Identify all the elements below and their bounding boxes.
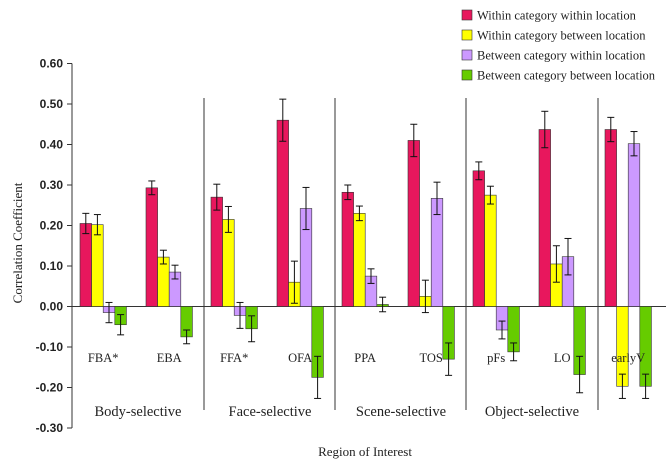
bar — [210, 196, 223, 307]
y-axis-title: Correlation Coefficient — [10, 182, 25, 303]
y-tick-label: 0.10 — [40, 259, 64, 273]
y-tick-label: 0.20 — [40, 219, 64, 233]
y-tick-label: 0.30 — [40, 178, 64, 192]
bar — [407, 140, 420, 307]
bar — [157, 256, 170, 307]
bar — [604, 129, 617, 307]
bar — [341, 191, 354, 307]
group-label: Face-selective — [229, 404, 312, 420]
bar — [484, 194, 497, 307]
category-label: LO — [554, 351, 571, 365]
bar — [91, 224, 104, 307]
legend-label: Between category between location — [477, 69, 656, 83]
category-label: OFA — [288, 351, 312, 365]
group-label: Scene-selective — [356, 404, 446, 420]
y-tick-label: -0.20 — [36, 381, 64, 395]
bar — [276, 119, 289, 307]
y-tick-label: -0.10 — [36, 340, 64, 354]
legend: Within category within location Within ca… — [461, 9, 656, 83]
x-axis-tick-labels: FBA* EBA FFA* OFA PPA TOS pFs LO earlyV — [88, 351, 645, 365]
legend-label: Within category within location — [477, 9, 637, 23]
category-label: TOS — [420, 351, 443, 365]
legend-swatch — [461, 69, 473, 81]
group-separators — [203, 98, 599, 410]
y-axis: 0.60 0.50 0.40 0.30 0.20 0.10 0.00 -0.10 -0.20 -0… — [36, 57, 666, 435]
legend-label: Between category within location — [477, 49, 646, 63]
group-labels: Body-selective Face-selective Scene-select… — [95, 404, 580, 420]
category-label: earlyV — [611, 351, 645, 365]
category-label: pFs — [487, 351, 505, 365]
x-axis-title: Region of Interest — [318, 444, 412, 459]
y-tick-label: 0.00 — [40, 300, 64, 314]
bar — [538, 129, 551, 307]
bar — [627, 143, 641, 307]
y-tick-label: -0.30 — [36, 421, 64, 435]
y-tick-label: 0.50 — [40, 97, 64, 111]
y-tick-label: 0.60 — [40, 57, 64, 71]
bars — [79, 98, 652, 399]
legend-swatch — [461, 49, 473, 61]
group-label: Body-selective — [95, 404, 182, 420]
y-tick-label: 0.40 — [40, 138, 64, 152]
category-label: FFA* — [220, 351, 248, 365]
category-label: PPA — [354, 351, 376, 365]
bar — [472, 170, 485, 307]
bar — [145, 187, 158, 307]
legend-label: Within category between location — [477, 29, 646, 43]
legend-swatch — [461, 29, 473, 41]
legend-swatch — [461, 9, 473, 21]
bar — [79, 223, 92, 307]
group-label: Object-selective — [485, 404, 579, 420]
category-label: FBA* — [88, 351, 119, 365]
bar — [353, 213, 366, 307]
category-label: EBA — [157, 351, 182, 365]
